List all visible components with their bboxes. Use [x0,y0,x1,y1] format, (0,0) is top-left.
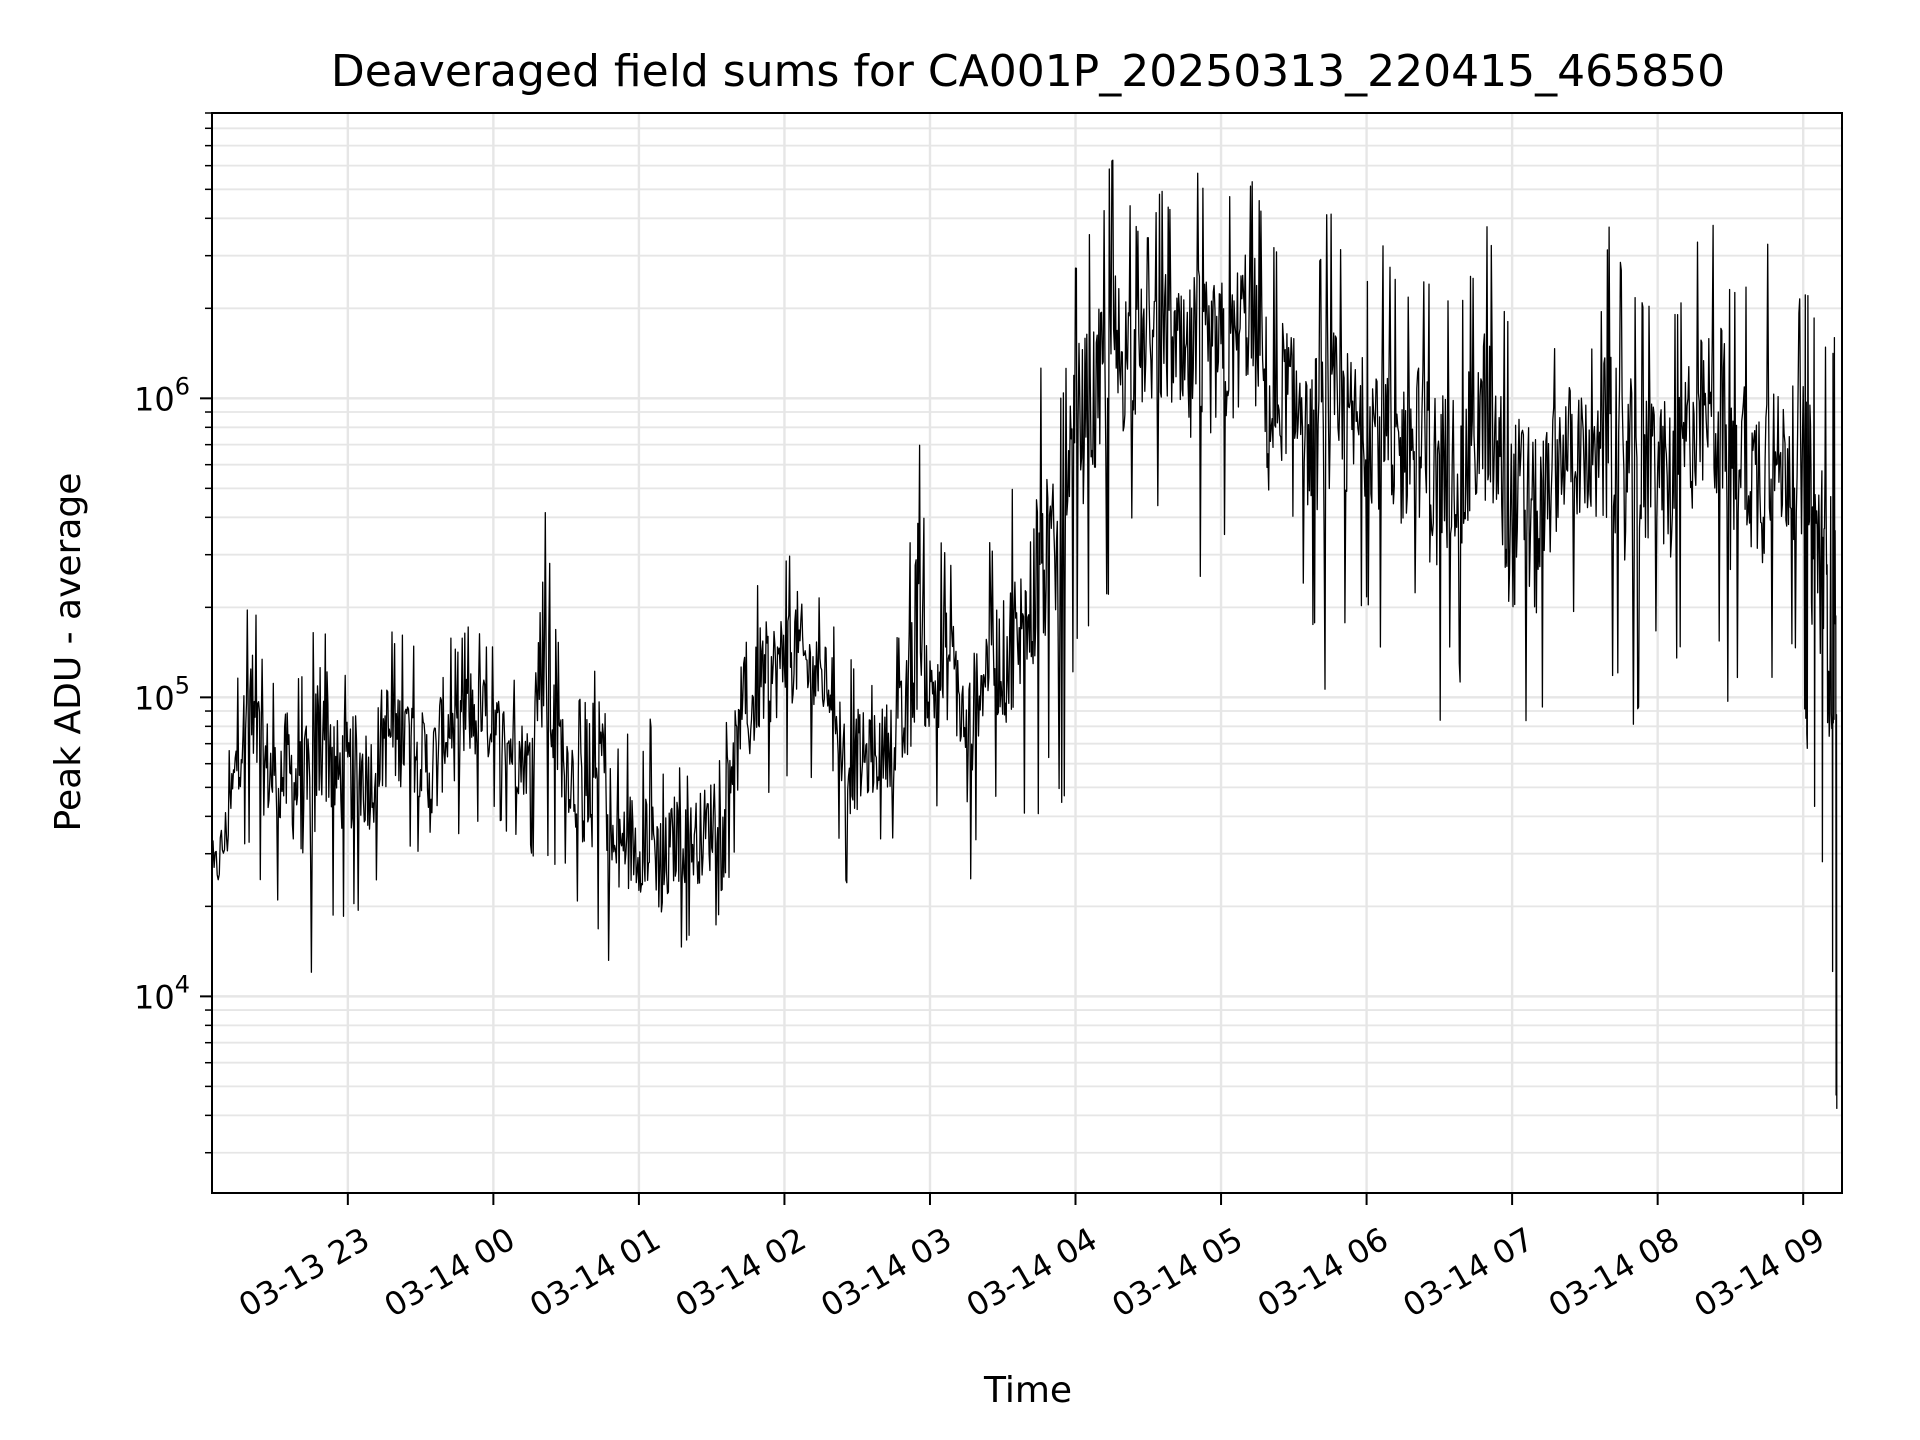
x-axis-label: Time [983,1370,1072,1411]
grid [212,112,1842,1193]
series-line [211,159,1838,1109]
y-tick-exponent: 6 [175,372,190,400]
series-layer [211,159,1838,1109]
y-tick-base: 10 [134,679,175,717]
chart-title: Deaveraged field sums for CA001P_2025031… [331,46,1725,97]
y-tick-exponent: 4 [175,970,190,998]
y-tick-label: 106 [134,372,190,418]
y-tick-base: 10 [134,978,175,1016]
y-axis-label: Peak ADU - average [48,473,89,832]
plot-frame [211,112,1843,1194]
y-tick-exponent: 5 [175,671,190,699]
y-tick-label: 105 [134,671,190,717]
y-tick-label: 104 [134,970,190,1016]
y-tick-base: 10 [134,380,175,418]
